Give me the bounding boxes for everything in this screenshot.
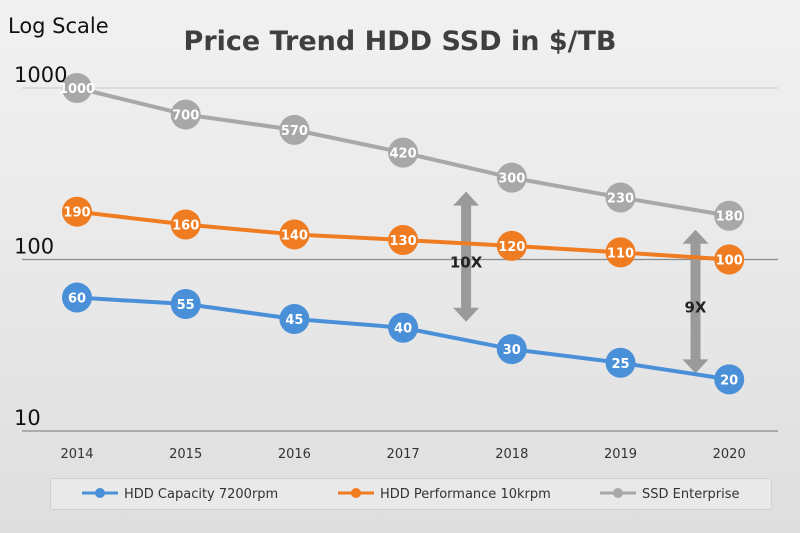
data-point [279,114,310,145]
data-point [714,244,745,275]
y-tick-label: 100 [14,235,54,259]
annotation-arrow [453,191,480,322]
data-label: 110 [607,246,634,261]
x-tick-label: 2014 [60,447,93,462]
legend-marker [613,488,623,498]
data-label: 55 [177,298,195,313]
data-point [388,312,419,343]
data-label: 570 [281,124,308,139]
data-label: 700 [172,109,199,124]
data-point [496,334,527,365]
legend-label: HDD Capacity 7200rpm [124,487,278,502]
arrow-shape [453,191,480,322]
x-tick-label: 2015 [169,447,202,462]
annotation-arrow [682,229,709,374]
chart-title: Price Trend HDD SSD in $/TB [183,26,617,57]
data-label: 300 [498,172,525,187]
x-tick-label: 2018 [495,447,528,462]
data-point [605,347,636,378]
data-label: 20 [720,373,738,388]
annotation-label: 10X [450,254,483,272]
annotation-label: 9X [684,299,706,317]
data-point [62,73,92,103]
data-point [496,230,527,261]
data-label: 120 [498,240,525,255]
data-label: 30 [503,343,521,358]
data-point [388,137,419,168]
data-label: 100 [716,254,743,269]
legend-marker [351,488,361,498]
data-point [62,196,92,227]
data-point [714,200,745,231]
data-point [279,219,310,250]
data-label: 190 [63,206,90,221]
data-point [279,303,310,334]
data-label: 25 [611,357,629,372]
data-point [388,224,419,255]
y-axis-label: Log Scale [8,14,109,38]
legend-label: HDD Performance 10krpm [380,487,551,502]
data-point [170,99,201,130]
x-tick-label: 2016 [278,447,311,462]
x-tick-label: 2020 [713,447,746,462]
legend-box [50,478,772,510]
data-point [170,289,201,320]
arrow-shape [682,229,709,374]
legend-label: SSD Enterprise [642,487,740,502]
x-tick-label: 2017 [387,447,420,462]
data-point [62,282,92,313]
y-tick-label: 10 [14,406,41,430]
data-label: 420 [390,147,417,162]
data-label: 230 [607,191,634,206]
y-tick-label: 1000 [14,63,67,87]
legend-marker [95,488,105,498]
data-label: 130 [390,234,417,249]
data-point [496,162,527,193]
data-point [605,182,636,213]
data-label: 180 [716,210,743,225]
data-label: 40 [394,322,412,337]
data-label: 1000 [59,82,95,97]
data-label: 140 [281,228,308,243]
data-label: 160 [172,218,199,233]
data-label: 60 [68,292,86,307]
data-label: 45 [285,313,303,328]
data-point [605,237,636,268]
data-point [170,209,201,240]
x-tick-label: 2019 [604,447,637,462]
data-point [714,364,745,395]
